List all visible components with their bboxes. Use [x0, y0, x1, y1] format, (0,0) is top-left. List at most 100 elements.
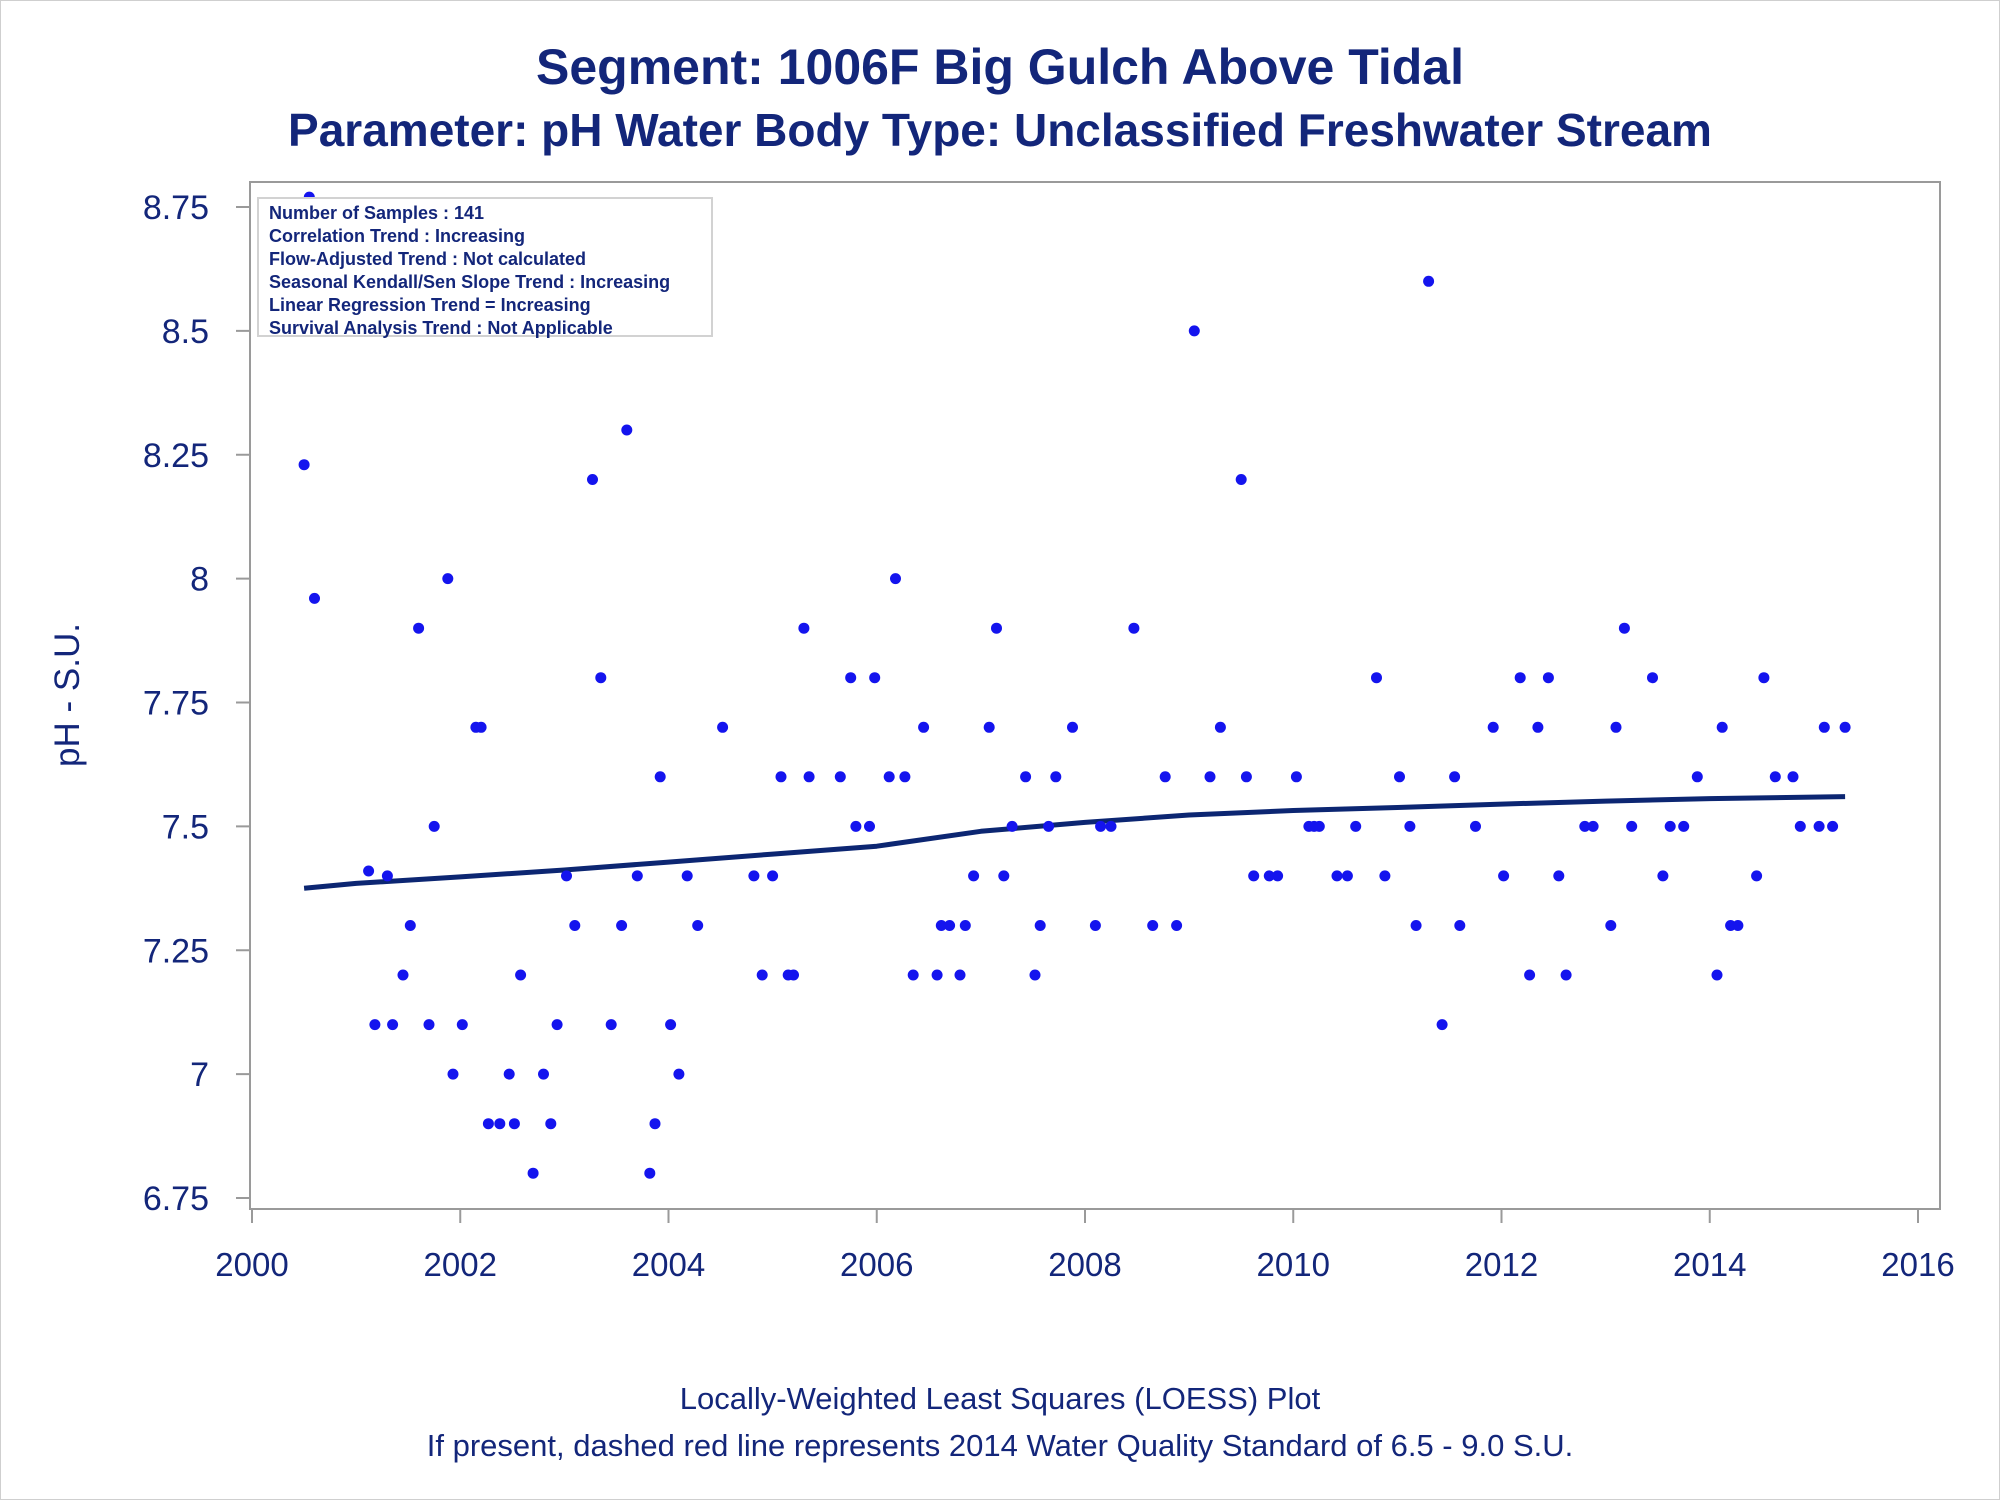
data-point [644, 1167, 656, 1179]
data-point [428, 820, 440, 832]
trend-stats-box: Number of Samples : 141 Correlation Tren… [257, 197, 713, 338]
data-point [692, 920, 704, 931]
data-point [1732, 920, 1744, 931]
footer-standard-note: If present, dashed red line represents 2… [426, 1428, 1574, 1463]
data-point [527, 1167, 539, 1179]
data-point [717, 721, 729, 733]
data-point [1379, 870, 1391, 882]
data-point [1105, 820, 1117, 832]
x-tick-label: 2010 [1257, 1246, 1330, 1283]
data-point [1128, 622, 1140, 634]
data-point [1647, 672, 1658, 684]
data-point [845, 672, 857, 684]
data-point [309, 592, 320, 604]
stats-line-correlation: Correlation Trend : Increasing [269, 226, 526, 246]
data-point [551, 1019, 563, 1031]
data-point [1214, 721, 1226, 733]
data-point [494, 1118, 506, 1130]
data-point [931, 969, 943, 981]
data-point [1350, 820, 1362, 832]
data-point [954, 969, 966, 981]
stats-line-linear-regression: Linear Regression Trend = Increasing [269, 295, 591, 315]
y-tick-label: 7 [190, 1056, 209, 1094]
data-point [363, 865, 375, 877]
data-point [1204, 771, 1216, 783]
x-tick-label: 2002 [424, 1246, 497, 1283]
data-point [1787, 771, 1799, 783]
x-tick-label: 2012 [1465, 1246, 1538, 1283]
x-tick-label: 2004 [632, 1246, 705, 1283]
data-point [959, 920, 971, 931]
data-point [1331, 870, 1343, 882]
data-point [423, 1019, 435, 1031]
data-point [482, 1118, 494, 1130]
y-tick-label: 8 [190, 561, 209, 599]
loess-line [303, 794, 1846, 891]
data-point [803, 771, 815, 783]
data-point [748, 870, 760, 882]
data-point [456, 1019, 468, 1031]
data-point [561, 870, 572, 882]
x-tick-label: 2016 [1881, 1246, 1954, 1283]
data-point [1454, 920, 1466, 931]
y-tick-label: 7.75 [143, 685, 209, 723]
data-point [991, 622, 1002, 634]
data-point [1263, 870, 1275, 882]
data-point [935, 920, 947, 931]
data-point [1404, 820, 1416, 832]
data-point [983, 721, 995, 733]
data-point [1532, 721, 1544, 733]
data-point [1394, 771, 1405, 783]
data-point [397, 969, 409, 981]
y-tick-label: 7.5 [162, 808, 209, 846]
data-point [1657, 870, 1669, 882]
data-point [788, 969, 799, 981]
data-point [545, 1118, 557, 1130]
data-point [1553, 870, 1565, 882]
data-point [850, 820, 862, 832]
data-point [944, 920, 956, 931]
data-point [404, 920, 416, 931]
data-point [673, 1068, 685, 1080]
data-point [907, 969, 919, 981]
data-point [1029, 969, 1041, 981]
data-point [1542, 672, 1554, 684]
data-point [864, 820, 875, 832]
data-point [1794, 820, 1806, 832]
data-point [899, 771, 911, 783]
data-point [1678, 820, 1690, 832]
data-point [1813, 820, 1825, 832]
data-point [654, 771, 666, 783]
data-point [1159, 771, 1171, 783]
data-point [1171, 920, 1183, 931]
data-point [298, 459, 310, 471]
x-tick-label: 2008 [1048, 1246, 1121, 1283]
data-point [1618, 622, 1630, 634]
data-point [1758, 672, 1770, 684]
data-point [508, 1118, 520, 1130]
data-point [834, 771, 846, 783]
data-point [1587, 820, 1599, 832]
data-point [387, 1019, 399, 1031]
data-point [381, 870, 393, 882]
data-point [595, 672, 607, 684]
data-point [621, 424, 633, 436]
data-point [869, 672, 881, 684]
stats-line-flow-adjusted: Flow-Adjusted Trend : Not calculated [269, 249, 587, 269]
data-point [1188, 325, 1200, 337]
data-point [1034, 920, 1046, 931]
data-point [1524, 969, 1536, 981]
data-point [1514, 672, 1526, 684]
data-point [1605, 920, 1617, 931]
data-point [1020, 771, 1032, 783]
y-tick-label: 7.25 [143, 932, 209, 970]
data-point [1272, 870, 1284, 882]
data-point [1610, 721, 1622, 733]
data-point [1498, 870, 1510, 882]
data-point [1436, 1019, 1448, 1031]
data-point [1664, 820, 1676, 832]
data-point [1751, 870, 1763, 882]
y-tick-label: 8.5 [162, 313, 209, 351]
data-point [1560, 969, 1572, 981]
footer-loess-note: Locally-Weighted Least Squares (LOESS) P… [679, 1381, 1321, 1416]
